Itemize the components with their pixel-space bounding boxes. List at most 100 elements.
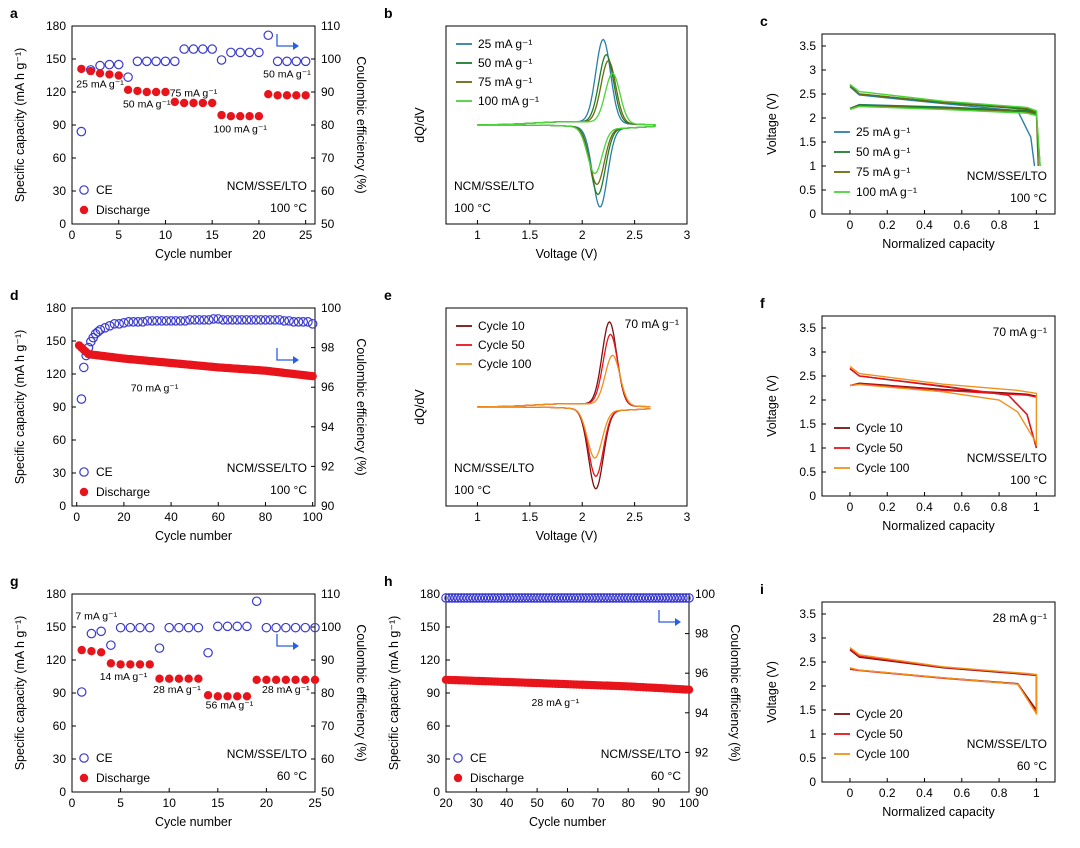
ce-point <box>307 319 318 329</box>
ce-point <box>656 593 667 603</box>
ce-point <box>76 687 87 697</box>
y-tick-label: 1 <box>809 159 816 173</box>
legend-label: Cycle 10 <box>478 319 525 333</box>
ce-point <box>678 593 688 603</box>
x-tick-label: 1 <box>474 228 481 242</box>
discharge-point <box>301 91 310 100</box>
rate-annotation: 28 mA g⁻¹ <box>993 611 1047 625</box>
y2-tick-label: 90 <box>321 653 335 667</box>
ce-point <box>141 56 152 67</box>
ce-point <box>132 56 143 67</box>
discharge-point <box>194 674 203 683</box>
y-tick-label: 60 <box>53 151 67 165</box>
discharge-point <box>95 69 105 78</box>
y-tick-label: 60 <box>427 719 441 733</box>
ce-point <box>96 626 106 637</box>
y-tick-label: 150 <box>46 52 66 66</box>
y-tick-label: 150 <box>420 620 440 634</box>
ce-point <box>571 593 582 603</box>
ce-point <box>626 593 637 603</box>
x-tick-label: 100 <box>679 796 699 810</box>
ce-point <box>100 322 110 333</box>
x-tick-label: 20 <box>117 510 131 524</box>
y2-axis-title: Coulombic efficiency (%) <box>354 624 368 761</box>
discharge-curve <box>849 368 1038 449</box>
ce-point <box>593 593 603 603</box>
x-tick-label: 15 <box>206 228 220 242</box>
ce-point <box>290 622 301 633</box>
legend-discharge-label: Discharge <box>96 771 150 785</box>
ce-point <box>78 362 89 373</box>
ce-point <box>650 593 661 603</box>
y2-tick-label: 50 <box>321 217 335 231</box>
discharge-point <box>106 659 116 668</box>
y-axis-title: Voltage (V) <box>765 375 779 437</box>
plot-frame <box>821 33 1056 215</box>
ce-point <box>222 315 233 325</box>
dqdv-charge-curve <box>477 72 656 126</box>
ce-point <box>501 593 512 603</box>
y-tick-label: 120 <box>46 85 66 99</box>
ce-point <box>291 56 302 67</box>
legend-ce-label: CE <box>96 751 113 765</box>
legend-discharge-label: Discharge <box>470 771 524 785</box>
ce-point <box>109 319 120 329</box>
ce-point <box>665 593 676 603</box>
y-tick-label: 30 <box>53 466 67 480</box>
ce-point <box>95 324 106 335</box>
ce-point <box>218 315 228 325</box>
ce-point <box>207 44 217 54</box>
ce-point <box>638 593 649 603</box>
ce-point <box>468 593 479 603</box>
ce-point <box>653 593 664 603</box>
ce-point <box>532 593 542 603</box>
x-axis-title: Voltage (V) <box>536 247 598 261</box>
ce-point <box>471 593 482 603</box>
panel-letter: h <box>384 573 393 589</box>
ce-point <box>568 593 579 603</box>
ce-point <box>104 321 115 331</box>
legend-ce-label: CE <box>96 183 113 197</box>
y-tick-label: 1 <box>809 727 816 741</box>
discharge-point <box>282 91 292 100</box>
discharge-point <box>291 675 300 684</box>
x-tick-label: 0 <box>69 796 76 810</box>
ce-point <box>203 647 213 658</box>
ce-point <box>204 315 214 325</box>
legend-ce-label: CE <box>96 465 113 479</box>
ce-point <box>251 596 262 607</box>
y-tick-label: 0 <box>59 785 66 799</box>
ce-point <box>462 593 473 603</box>
legend-discharge-marker <box>79 773 89 783</box>
y-tick-label: 2 <box>809 393 816 407</box>
plot-frame <box>445 25 688 225</box>
y2-tick-label: 96 <box>695 666 709 680</box>
ce-point <box>271 622 281 633</box>
y2-tick-label: 100 <box>321 620 341 634</box>
y-tick-label: 30 <box>53 752 67 766</box>
legend-label: Cycle 20 <box>856 707 903 721</box>
discharge-point <box>165 674 174 683</box>
ce-point <box>260 315 271 325</box>
dqdv-discharge-curve <box>477 406 651 490</box>
ce-point <box>265 315 275 325</box>
discharge-point <box>77 64 86 74</box>
y-tick-label: 0 <box>809 207 816 221</box>
legend-label: 75 mA g⁻¹ <box>478 75 532 89</box>
ce-point <box>288 317 299 327</box>
y-tick-label: 0 <box>809 489 816 503</box>
y-tick-label: 90 <box>53 118 67 132</box>
y-tick-label: 180 <box>46 587 66 601</box>
ce-point <box>547 593 558 603</box>
ce-point <box>115 622 126 633</box>
y-tick-label: 1.5 <box>799 703 816 717</box>
legend-discharge-marker <box>79 487 89 497</box>
ce-point <box>614 593 624 603</box>
y-tick-label: 90 <box>427 686 441 700</box>
ce-point <box>235 47 246 58</box>
y2-tick-label: 70 <box>321 719 335 733</box>
y-tick-label: 2 <box>809 111 816 125</box>
y2-tick-label: 60 <box>321 752 335 766</box>
discharge-point <box>184 674 193 683</box>
x-tick-label: 0 <box>847 786 854 800</box>
